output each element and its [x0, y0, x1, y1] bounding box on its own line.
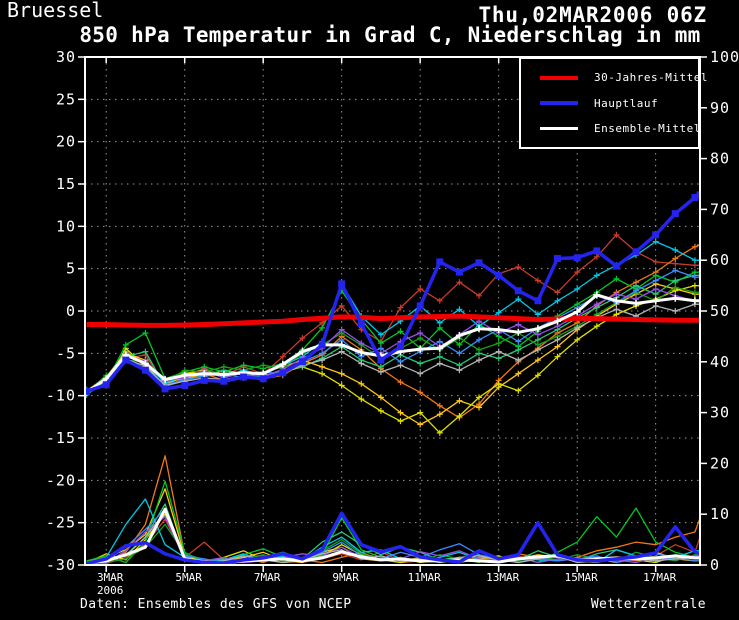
y-right-tick-label: 40 — [710, 353, 730, 371]
x-tick-label: 17MAR — [643, 571, 676, 584]
station-name: Bruessel — [7, 0, 104, 22]
temp-hauptlauf-markers — [85, 191, 700, 395]
legend-box: 30-Jahres-Mittel Hauptlauf Ensemble-Mitt… — [519, 57, 707, 149]
x-tick-label: 3MAR — [97, 571, 124, 584]
y-right-tick-label: 90 — [710, 99, 730, 117]
x-tick-label: 11MAR — [408, 571, 441, 584]
y-left-tick-label: 0 — [66, 302, 76, 320]
y-left-tick-label: -15 — [46, 429, 76, 447]
x-tick-label: 9MAR — [332, 571, 359, 584]
temp-climate-mean-line — [86, 313, 700, 328]
x-tick-label: 7MAR — [254, 571, 281, 584]
brand-name: Wetterzentrale — [590, 597, 706, 612]
y-left-tick-label: 5 — [66, 260, 76, 278]
x-tick-sublabel: 2006 — [97, 584, 124, 597]
y-left-tick-label: -30 — [46, 556, 76, 574]
y-right-tick-label: 80 — [710, 150, 730, 168]
page-title: 850 hPa Temperatur in Grad C, Niederschl… — [79, 23, 701, 47]
data-source-note: Daten: Ensembles des GFS von NCEP — [80, 597, 352, 612]
legend-swatch-red-line — [540, 75, 578, 80]
legend-item-hauptlauf: Hauptlauf — [521, 97, 698, 110]
y-left-tick-label: -5 — [56, 344, 76, 362]
x-tick-label: 5MAR — [175, 571, 202, 584]
y-left-tick-label: 30 — [56, 48, 76, 66]
y-right-tick-label: 20 — [710, 454, 730, 472]
y-left-tick-label: -20 — [46, 471, 76, 489]
y-right-tick-label: 30 — [710, 404, 730, 422]
y-right-tick-label: 70 — [710, 200, 730, 218]
y-right-tick-label: 50 — [710, 302, 730, 320]
run-datetime: Thu,02MAR2006 06Z — [478, 3, 707, 27]
y-left-tick-label: 25 — [56, 90, 76, 108]
legend-label: 30-Jahres-Mittel — [594, 71, 708, 85]
legend-swatch-white-line — [540, 126, 578, 130]
precip-hauptlauf-line — [86, 511, 700, 565]
y-left-tick-label: -25 — [46, 514, 76, 532]
temp-hauptlauf-line — [86, 193, 700, 394]
legend-item-ensemble-mean: Ensemble-Mittel — [521, 121, 701, 135]
legend-label: Hauptlauf — [594, 96, 659, 110]
legend-item-climate-mean: 30-Jahres-Mittel — [521, 71, 707, 84]
y-right-tick-label: 60 — [710, 251, 730, 269]
x-tick-label: 15MAR — [565, 571, 598, 584]
y-left-tick-label: 15 — [56, 175, 76, 193]
y-left-tick-label: 20 — [56, 133, 76, 151]
x-tick-label: 13MAR — [486, 571, 519, 584]
y-right-tick-label: 0 — [710, 556, 720, 574]
temp-member-P02 — [86, 244, 700, 419]
legend-swatch-blue-line — [540, 101, 578, 105]
y-right-tick-label: 100 — [710, 48, 739, 66]
temp-member-markers-P01 — [85, 231, 700, 397]
series-area — [85, 191, 700, 565]
temp-member-P05 — [86, 271, 700, 391]
y-right-tick-label: 10 — [710, 505, 730, 523]
y-left-tick-label: 10 — [56, 217, 76, 235]
y-left-tick-label: -10 — [46, 387, 76, 405]
axis-tick-labels: 302520151050-5-10-15-20-25-3010090807060… — [46, 48, 739, 597]
legend-label: Ensemble-Mittel — [594, 121, 701, 135]
